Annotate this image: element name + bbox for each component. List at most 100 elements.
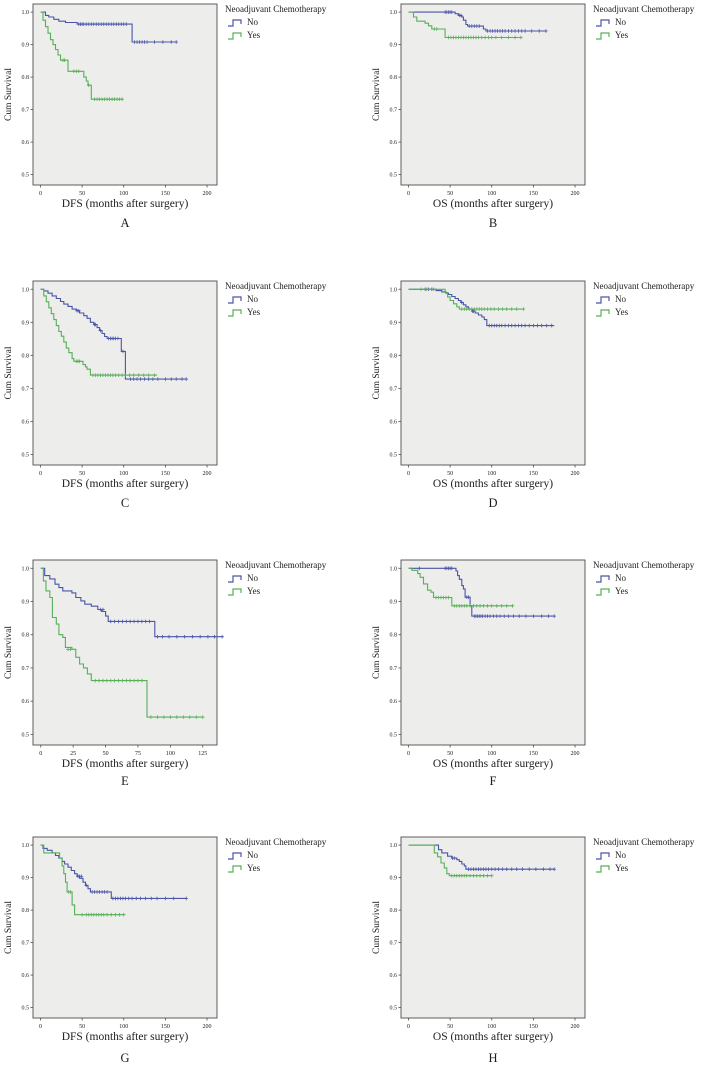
legend-step-icon <box>596 296 610 304</box>
x-axis-title: DFS (months after surgery) <box>62 758 189 770</box>
y-tick-label: 0.5 <box>390 173 398 179</box>
y-tick-label: 0.6 <box>22 699 30 705</box>
y-tick-label: 0.7 <box>390 666 398 672</box>
x-tick-label: 0 <box>39 471 42 477</box>
legend: Neoadjuvant Chemotherapy No Yes <box>593 4 695 40</box>
censor-marks-yes <box>67 890 126 917</box>
legend-title: Neoadjuvant Chemotherapy <box>593 281 695 291</box>
x-axis: 0 50 100 150 200 <box>407 1018 580 1030</box>
y-tick-label: 0.6 <box>390 140 398 146</box>
y-tick-label: 0.6 <box>390 419 398 425</box>
legend-item-label: No <box>615 17 626 27</box>
survival-curve-no <box>408 844 555 870</box>
legend: Neoadjuvant Chemotherapy No Yes <box>225 4 327 40</box>
x-axis-title: DFS (months after surgery) <box>62 198 189 210</box>
y-axis-title: Cum Survival <box>4 346 14 399</box>
legend: Neoadjuvant Chemotherapy No Yes <box>225 837 327 873</box>
x-tick-label: 100 <box>119 471 128 477</box>
y-tick-label: 0.8 <box>22 75 30 81</box>
x-tick-label: 100 <box>166 751 175 757</box>
legend-step-icon <box>228 19 242 27</box>
legend-step-icon <box>228 588 242 596</box>
legend: Neoadjuvant Chemotherapy No Yes <box>593 560 695 596</box>
x-tick-label: 0 <box>39 751 42 757</box>
censor-marks-yes <box>449 873 494 878</box>
x-tick-label: 200 <box>571 191 580 197</box>
legend-step-icon <box>228 309 242 317</box>
y-tick-label: 0.5 <box>390 1006 398 1012</box>
censor-marks-no <box>98 607 224 639</box>
legend-step-icon <box>596 852 610 860</box>
legend-item-label: Yes <box>615 307 629 317</box>
y-tick-label: 0.8 <box>390 75 398 81</box>
legend-step-icon <box>596 588 610 596</box>
legend-item-label: No <box>615 573 626 583</box>
x-axis: 0 50 100 150 200 <box>407 465 580 477</box>
panel-caption: H <box>488 1051 497 1065</box>
plot-area <box>400 836 586 1019</box>
legend-item-label: Yes <box>247 586 261 596</box>
x-tick-label: 50 <box>103 751 109 757</box>
x-tick-label: 200 <box>203 1024 212 1030</box>
x-tick-label: 100 <box>487 471 496 477</box>
legend-item-label: Yes <box>615 30 629 40</box>
x-axis: 0 50 100 150 200 <box>407 185 580 197</box>
y-tick-label: 0.7 <box>22 386 30 392</box>
x-tick-label: 150 <box>529 1024 538 1030</box>
y-axis: 1.0 0.9 0.8 0.7 0.6 0.5 <box>390 843 401 1012</box>
x-tick-label: 0 <box>407 751 410 757</box>
legend: Neoadjuvant Chemotherapy No Yes <box>225 560 327 596</box>
x-axis: 0 50 100 150 200 <box>39 465 212 477</box>
legend-item-label: Yes <box>247 307 261 317</box>
legend-title: Neoadjuvant Chemotherapy <box>593 560 695 570</box>
x-tick-label: 200 <box>571 1024 580 1030</box>
x-tick-label: 0 <box>39 1024 42 1030</box>
legend-title: Neoadjuvant Chemotherapy <box>225 837 327 847</box>
panel-E: 1.0 0.9 0.8 0.7 0.6 0.5 0 25 50 75 100 125 Cum Survi… <box>4 559 327 788</box>
y-tick-label: 1.0 <box>22 10 30 16</box>
survival-curve-yes <box>40 567 203 718</box>
survival-curve-yes <box>408 11 521 39</box>
y-tick-label: 0.5 <box>390 452 398 458</box>
legend-step-icon <box>228 575 242 583</box>
x-tick-label: 150 <box>161 191 170 197</box>
x-axis: 0 50 100 150 200 <box>407 745 580 757</box>
plot-area <box>400 280 586 466</box>
panel-C: 1.0 0.9 0.8 0.7 0.6 0.5 0 50 100 150 200 Cum Surviv… <box>4 280 327 510</box>
y-tick-label: 0.7 <box>390 941 398 947</box>
x-tick-label: 50 <box>447 191 453 197</box>
y-tick-label: 1.0 <box>390 566 398 572</box>
x-axis-title: OS (months after surgery) <box>433 758 553 770</box>
y-tick-label: 0.6 <box>22 419 30 425</box>
x-tick-label: 0 <box>407 191 410 197</box>
x-axis-title: OS (months after surgery) <box>433 478 553 490</box>
y-tick-label: 0.5 <box>390 732 398 738</box>
y-tick-label: 0.6 <box>22 973 30 979</box>
x-tick-label: 0 <box>39 191 42 197</box>
legend: Neoadjuvant Chemotherapy No Yes <box>593 281 695 317</box>
legend-item-label: No <box>247 573 258 583</box>
survival-curve-yes <box>40 11 123 100</box>
x-tick-label: 150 <box>161 1024 170 1030</box>
censor-marks-yes <box>434 595 515 608</box>
x-tick-label: 50 <box>79 1024 85 1030</box>
legend-step-icon <box>596 32 610 40</box>
y-tick-label: 0.6 <box>390 973 398 979</box>
plot-area <box>32 836 218 1019</box>
x-axis-title: OS (months after surgery) <box>433 1031 553 1043</box>
survival-curve-yes <box>40 844 124 916</box>
x-tick-label: 100 <box>487 751 496 757</box>
y-tick-label: 0.7 <box>22 666 30 672</box>
panel-caption: A <box>120 216 129 230</box>
legend-step-icon <box>228 296 242 304</box>
y-tick-label: 0.9 <box>22 876 30 882</box>
panel-G: 1.0 0.9 0.8 0.7 0.6 0.5 0 50 100 150 200 Cum Surviv… <box>4 836 327 1065</box>
x-tick-label: 150 <box>529 471 538 477</box>
censor-marks-no <box>75 308 188 381</box>
y-tick-label: 1.0 <box>390 287 398 293</box>
x-tick-label: 50 <box>447 1024 453 1030</box>
y-tick-label: 0.5 <box>22 732 30 738</box>
y-tick-label: 0.7 <box>22 941 30 947</box>
y-axis: 1.0 0.9 0.8 0.7 0.6 0.5 <box>390 287 401 458</box>
